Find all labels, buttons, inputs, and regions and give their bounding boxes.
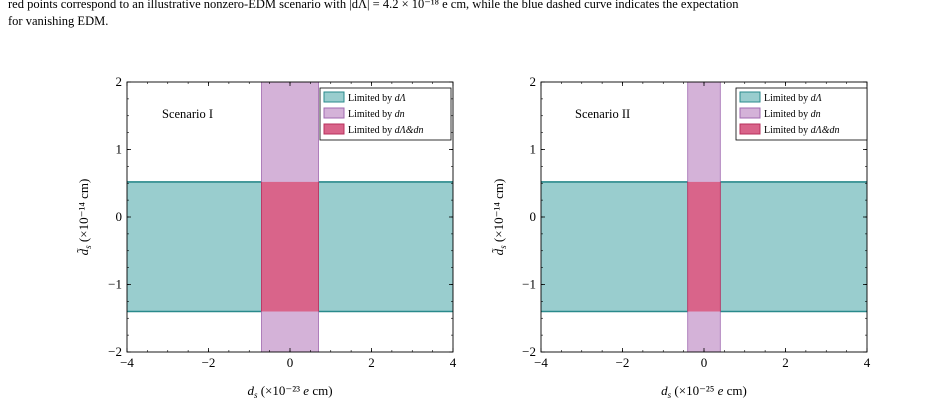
legend-swatch — [323, 107, 345, 119]
y-tick-label: 1 — [116, 142, 123, 157]
legend-swatch — [739, 91, 761, 103]
x-tick-label: 2 — [368, 355, 375, 370]
y-tick-label: −1 — [108, 277, 122, 292]
y-tick-label: 0 — [116, 209, 123, 224]
x-tick-label: 0 — [701, 355, 708, 370]
region-lambda-and-n — [687, 181, 721, 312]
legend-entry: Limited by dΛ&dn — [348, 125, 424, 136]
y-tick-label: −2 — [108, 344, 122, 359]
x-tick-label: 2 — [782, 355, 789, 370]
x-tick-label: −2 — [202, 355, 216, 370]
caption-line-1: red points correspond to an illustrative… — [8, 0, 739, 11]
legend-entry: Limited by dn — [348, 109, 405, 120]
legend-swatch — [739, 123, 761, 135]
y-tick-label: 2 — [530, 74, 537, 89]
y-tick-label: −1 — [522, 277, 536, 292]
legend: Limited by dΛ Limited by dn Limited by dΛ&… — [735, 87, 868, 141]
y-tick-label: 1 — [530, 142, 537, 157]
x-axis-label: ds (×10⁻²³ e cm) — [247, 383, 332, 400]
x-tick-label: 4 — [864, 355, 871, 370]
y-tick-label: 2 — [116, 74, 123, 89]
legend-entry: Limited by dn — [764, 109, 821, 120]
legend-swatch — [323, 91, 345, 103]
legend-entry: Limited by dΛ — [348, 93, 406, 104]
legend: Limited by dΛ Limited by dn Limited by dΛ&… — [319, 87, 452, 141]
region-lambda-and-n — [261, 181, 319, 312]
y-tick-label: −2 — [522, 344, 536, 359]
x-tick-label: −4 — [120, 355, 134, 370]
x-tick-label: −4 — [534, 355, 548, 370]
legend-swatch — [323, 123, 345, 135]
legend-entry: Limited by dΛ&dn — [764, 125, 840, 136]
scenario-label: Scenario II — [575, 107, 630, 121]
legend-swatch — [739, 107, 761, 119]
scenario-label: Scenario I — [162, 107, 213, 121]
y-tick-label: 0 — [530, 209, 537, 224]
y-axis-label: d̃s (×10⁻¹⁴ cm) — [491, 179, 508, 256]
x-axis-label: ds (×10⁻²⁵ e cm) — [661, 383, 747, 400]
caption-line-2: for vanishing EDM. — [8, 14, 109, 28]
x-tick-label: 4 — [450, 355, 457, 370]
x-tick-label: −2 — [616, 355, 630, 370]
legend-entry: Limited by dΛ — [764, 93, 822, 104]
y-axis-label: d̃s (×10⁻¹⁴ cm) — [76, 179, 93, 256]
x-tick-label: 0 — [287, 355, 294, 370]
